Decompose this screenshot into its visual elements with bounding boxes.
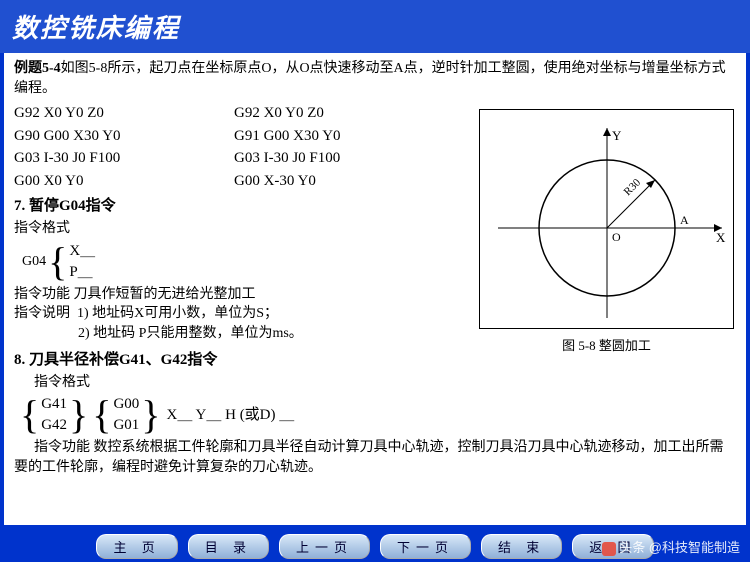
content-area: 例题5-4如图5-8所示，起刀点在坐标原点O，从O点快速移动至A点，逆时针加工整… <box>4 53 746 525</box>
g04-code: G04 <box>22 252 46 272</box>
brace-icon: { <box>20 395 39 435</box>
header-bar: 数控铣床编程 <box>0 0 750 53</box>
format-tail: X＿ Y＿ H (或D) ＿ <box>167 405 295 426</box>
toc-button[interactable]: 目 录 <box>188 534 269 559</box>
g04-opt-p: P＿ <box>69 262 95 283</box>
code-line: G03 I-30 J0 F100 <box>14 147 234 170</box>
code-line: G92 X0 Y0 Z0 <box>234 102 454 125</box>
format-label-8: 指令格式 <box>34 373 736 393</box>
watermark-icon <box>602 542 616 556</box>
g04-options: X＿ P＿ <box>69 241 95 283</box>
prev-button[interactable]: 上一页 <box>279 534 370 559</box>
brace-left-icon: { <box>48 242 67 282</box>
figure-box: R30 Y X O A <box>479 109 734 329</box>
figure-caption: 图 5-8 整圆加工 <box>479 337 734 355</box>
g41-g42-col: G41 G42 <box>41 394 67 436</box>
g42-code: G42 <box>41 415 67 436</box>
circle-diagram: R30 Y X O A <box>480 110 735 330</box>
g00-code: G00 <box>113 394 139 415</box>
code-incremental: G92 X0 Y0 Z0 G91 G00 X30 Y0 G03 I-30 J0 … <box>234 102 454 192</box>
example-number: 例题5-4 <box>14 61 61 76</box>
code-line: G03 I-30 J0 F100 <box>234 147 454 170</box>
code-line: G00 X-30 Y0 <box>234 170 454 193</box>
next-button[interactable]: 下一页 <box>380 534 471 559</box>
code-line: G90 G00 X30 Y0 <box>14 125 234 148</box>
desc-label: 指令说明 <box>14 306 70 321</box>
g01-code: G01 <box>113 415 139 436</box>
brace-icon: } <box>69 395 88 435</box>
y-axis-label: Y <box>612 128 622 143</box>
g41-function: 指令功能 数控系统根据工件轮廓和刀具半径自动计算刀具中心轨迹，控制刀具沿刀具中心… <box>14 438 736 477</box>
home-button[interactable]: 主 页 <box>96 534 177 559</box>
point-a-label: A <box>680 213 689 227</box>
g00-g01-col: G00 G01 <box>113 394 139 436</box>
example-text: 如图5-8所示，起刀点在坐标原点O，从O点快速移动至A点，逆时针加工整圆，使用绝… <box>14 61 726 96</box>
code-line: G00 X0 Y0 <box>14 170 234 193</box>
g41-code: G41 <box>41 394 67 415</box>
figure-5-8: R30 Y X O A 图 5-8 整圆加工 <box>479 109 734 355</box>
end-button[interactable]: 结 束 <box>481 534 562 559</box>
g41-format: { G41 G42 } { G00 G01 } X＿ Y＿ H (或D) ＿ <box>18 394 736 436</box>
g04-opt-x: X＿ <box>69 241 95 262</box>
page-title: 数控铣床编程 <box>12 8 738 45</box>
brace-icon: } <box>141 395 160 435</box>
desc-1: 1) 地址码X可用小数，单位为S； <box>77 306 278 321</box>
watermark: 头条 @科技智能制造 <box>602 537 740 556</box>
code-line: G91 G00 X30 Y0 <box>234 125 454 148</box>
brace-icon: { <box>92 395 111 435</box>
origin-label: O <box>612 230 621 244</box>
example-intro: 例题5-4如图5-8所示，起刀点在坐标原点O，从O点快速移动至A点，逆时针加工整… <box>14 59 736 98</box>
x-axis-label: X <box>716 230 726 245</box>
code-absolute: G92 X0 Y0 Z0 G90 G00 X30 Y0 G03 I-30 J0 … <box>14 102 234 192</box>
code-line: G92 X0 Y0 Z0 <box>14 102 234 125</box>
watermark-text: 头条 @科技智能制造 <box>619 540 740 555</box>
